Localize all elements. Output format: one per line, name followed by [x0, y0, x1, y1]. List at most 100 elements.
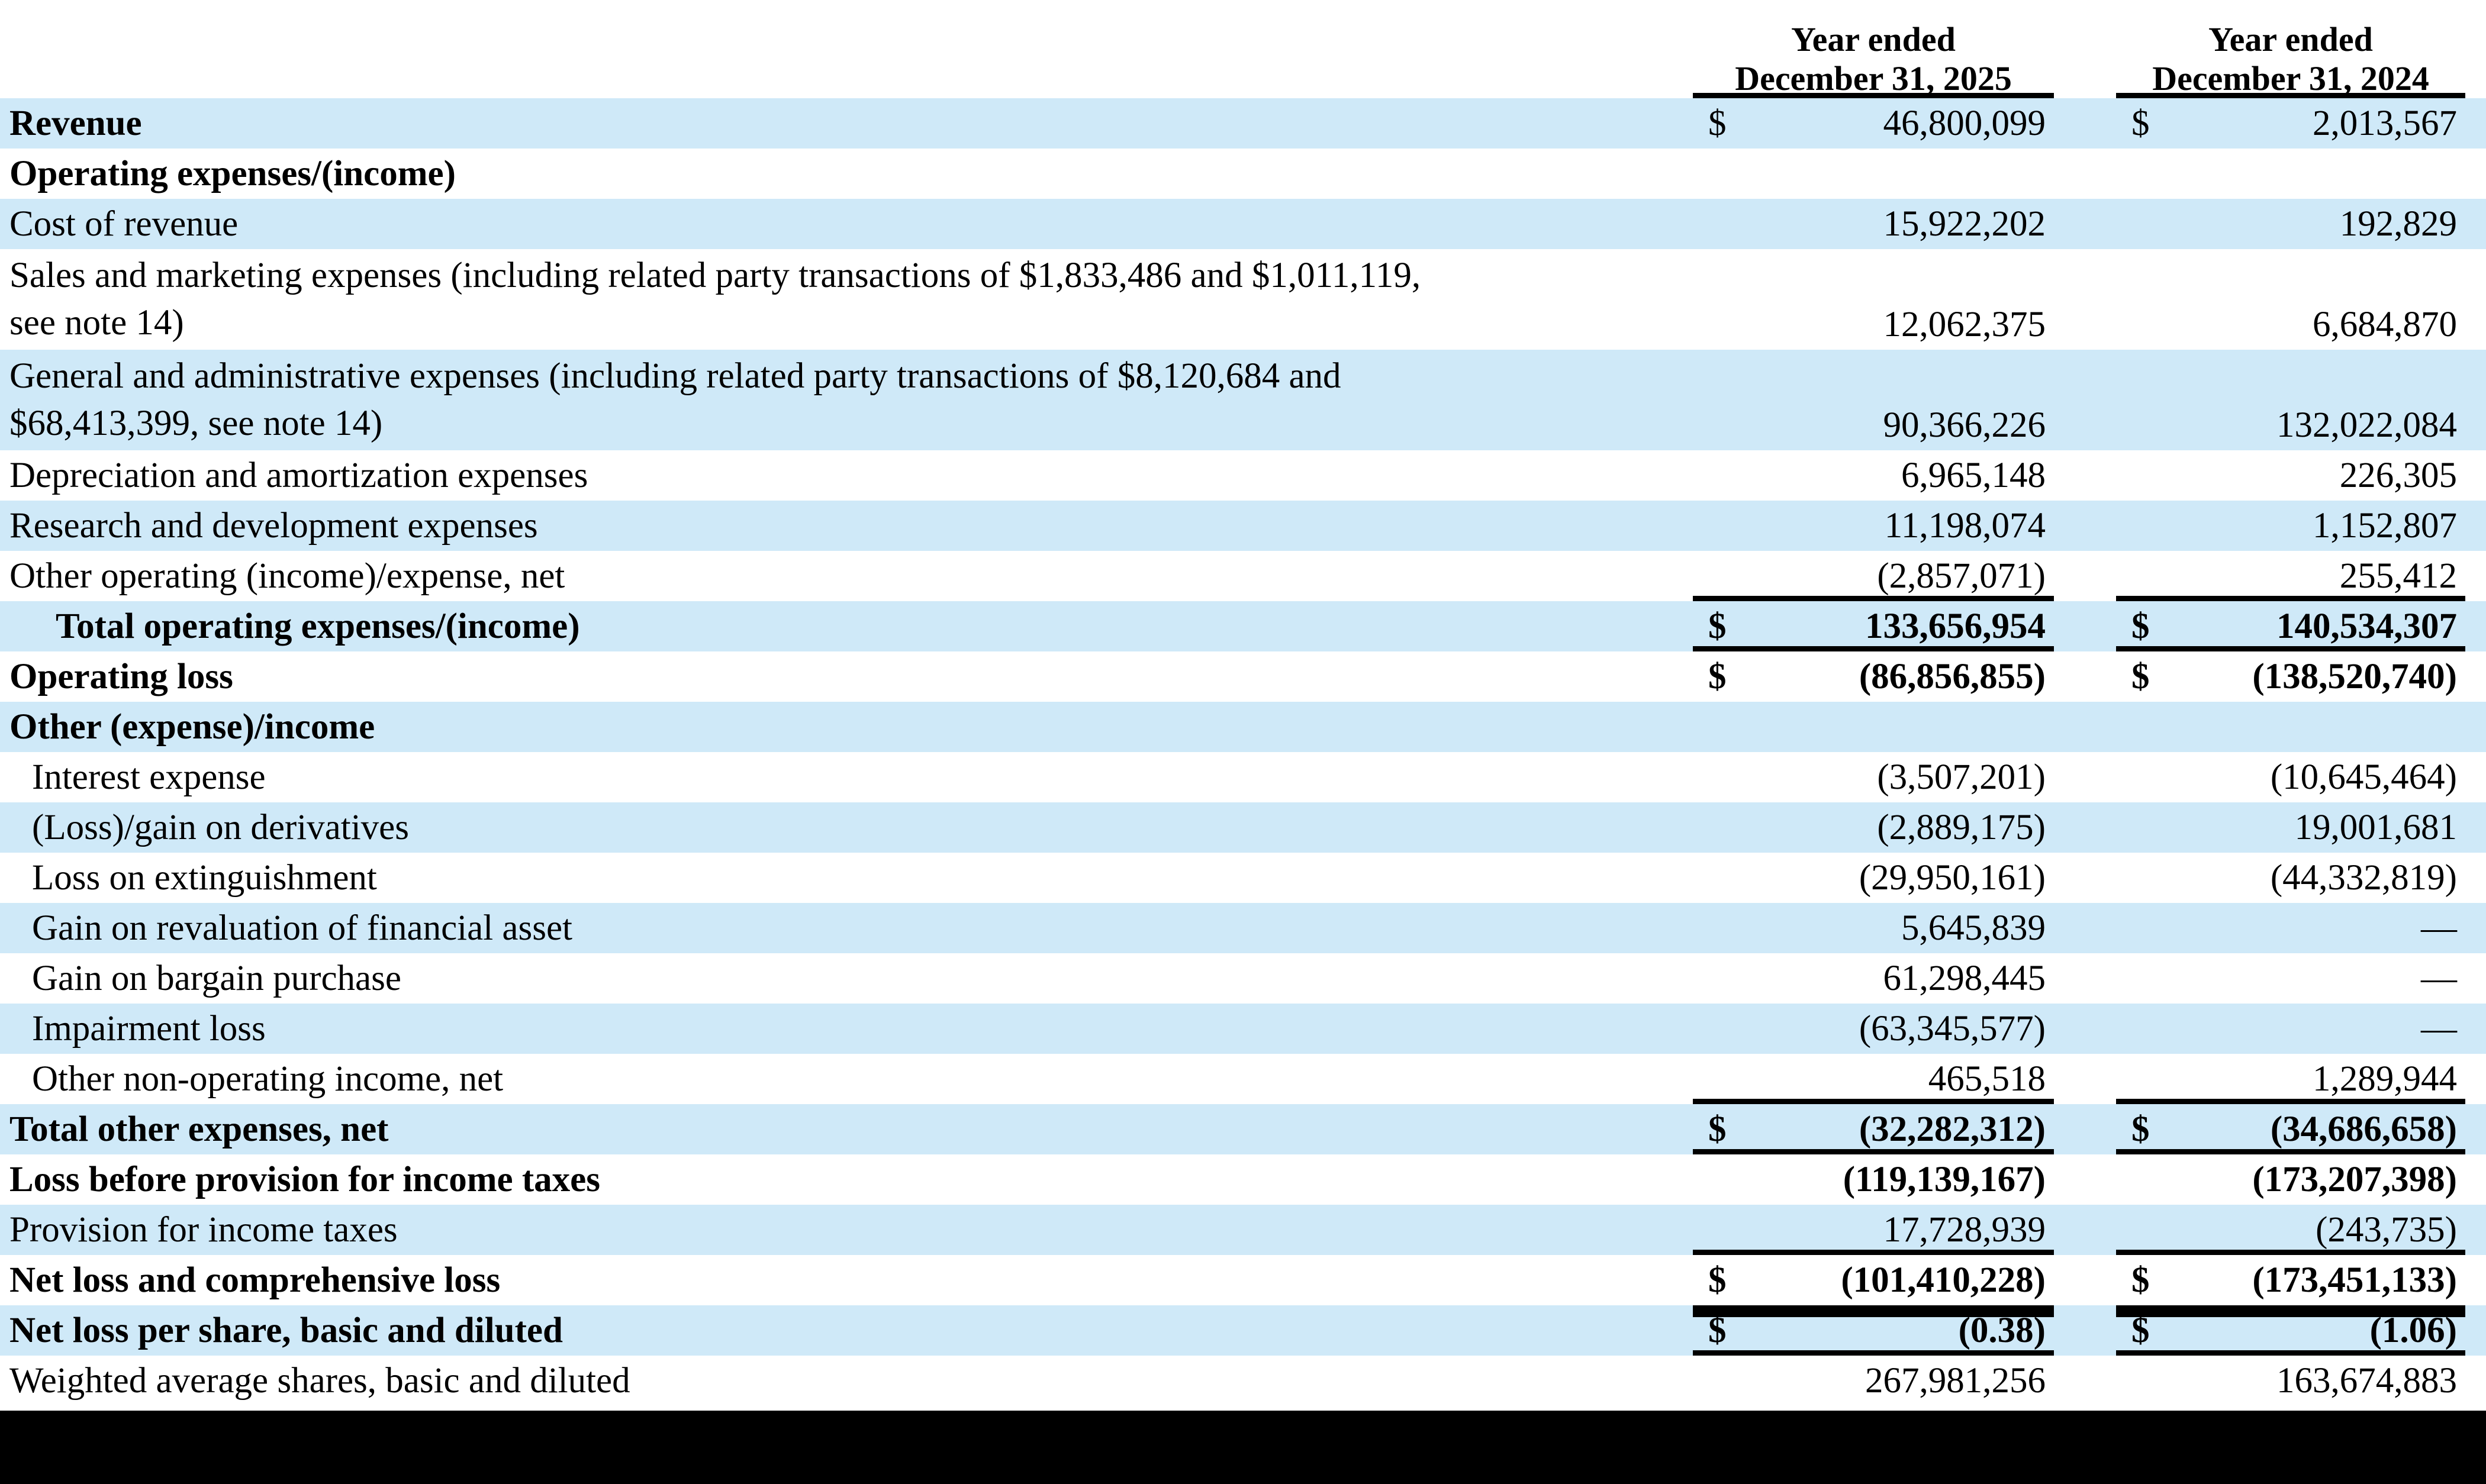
year2-amount-cell: 226,305 — [2116, 450, 2465, 501]
year2-amount-cell: 192,829 — [2116, 199, 2465, 249]
table-row: Other (expense)/income — [0, 702, 2486, 752]
year2-amount-cell: 6,684,870 — [2116, 299, 2465, 350]
row-right-margin — [2465, 350, 2486, 450]
year1-value: 12,062,375 — [1883, 305, 2046, 344]
year1-amount-cell: (119,139,167) — [1693, 1154, 2054, 1205]
row-label: Gain on revaluation of financial asset — [32, 908, 572, 948]
row-right-margin — [2465, 1104, 2486, 1154]
year1-value: (2,857,071) — [1877, 556, 2046, 596]
column-gap — [2054, 953, 2116, 1004]
year1-amount-cell: 12,062,375 — [1693, 299, 2054, 350]
year2-amount-cell: (243,735) — [2116, 1205, 2465, 1255]
year2-amount-cell — [2116, 702, 2465, 752]
year1-value: (3,507,201) — [1877, 757, 2046, 797]
year2-value: (1.06) — [2369, 1311, 2457, 1350]
year2-value: 19,001,681 — [2294, 808, 2458, 847]
table-row: (Loss)/gain on derivatives (2,889,175) 1… — [0, 802, 2486, 853]
year2-amount-cell: $ (173,451,133) — [2116, 1255, 2465, 1317]
column-gap — [2054, 350, 2116, 450]
row-label: Other operating (income)/expense, net — [9, 556, 565, 596]
row-right-margin — [2465, 1205, 2486, 1255]
row-right-margin — [2465, 249, 2486, 350]
row-label: Gain on bargain purchase — [32, 958, 401, 998]
table-row: General and administrative expenses (inc… — [0, 350, 2486, 450]
row-label: Sales and marketing expenses (including … — [9, 256, 1421, 343]
column-gap — [2054, 1356, 2116, 1406]
column-gap — [2054, 1104, 2116, 1154]
row-label: General and administrative expenses (inc… — [9, 356, 1341, 443]
year2-value: (173,207,398) — [2252, 1160, 2457, 1199]
year2-amount-cell: $ (34,686,658) — [2116, 1104, 2465, 1154]
row-right-margin — [2465, 1356, 2486, 1406]
row-right-margin — [2465, 1154, 2486, 1205]
row-label: Operating loss — [9, 656, 233, 696]
row-right-margin — [2465, 149, 2486, 199]
year1-value: 6,965,148 — [1901, 456, 2046, 495]
row-right-margin — [2465, 1255, 2486, 1305]
year2-value: — — [2421, 959, 2457, 998]
row-label: Operating expenses/(income) — [9, 153, 456, 193]
column-header-2024: Year ended December 31, 2024 — [2116, 11, 2465, 98]
year1-amount-cell: (63,345,577) — [1693, 1004, 2054, 1054]
year1-amount-cell: 5,645,839 — [1693, 903, 2054, 953]
column-header-2024-line1: Year ended — [2208, 20, 2373, 59]
year2-amount-cell: 1,289,944 — [2116, 1054, 2465, 1104]
row-right-margin — [2465, 853, 2486, 903]
year2-amount-cell: $ 140,534,307 — [2116, 601, 2465, 651]
column-gap — [2054, 1305, 2116, 1356]
year1-value: 15,922,202 — [1883, 204, 2046, 244]
year2-amount-cell: $ 2,013,567 — [2116, 98, 2465, 149]
row-label: Total operating expenses/(income) — [56, 606, 580, 646]
row-label: (Loss)/gain on derivatives — [32, 807, 409, 847]
row-right-margin — [2465, 802, 2486, 853]
row-label: Other non-operating income, net — [32, 1059, 504, 1099]
table-row: Depreciation and amortization expenses 6… — [0, 450, 2486, 501]
column-gap — [2054, 903, 2116, 953]
year2-value: 192,829 — [2339, 204, 2457, 244]
column-header-2025: Year ended December 31, 2025 — [1693, 11, 2054, 98]
year1-value: (0.38) — [1958, 1311, 2046, 1350]
year2-amount-cell: $ (1.06) — [2116, 1305, 2465, 1356]
year2-amount-cell: $ (138,520,740) — [2116, 651, 2465, 702]
column-header-2025-line2: December 31, 2025 — [1735, 59, 2012, 98]
year2-value: 226,305 — [2339, 456, 2457, 495]
year1-value: (119,139,167) — [1843, 1160, 2046, 1199]
year1-value: (63,345,577) — [1859, 1009, 2046, 1049]
year1-value: (29,950,161) — [1859, 858, 2046, 898]
year2-amount-cell: 132,022,084 — [2116, 400, 2465, 450]
year2-amount-cell: (173,207,398) — [2116, 1154, 2465, 1205]
year2-value: 1,289,944 — [2313, 1059, 2457, 1099]
row-label: Depreciation and amortization expenses — [9, 455, 588, 495]
table-row: Other operating (income)/expense, net (2… — [0, 551, 2486, 601]
year2-amount-cell: — — [2116, 953, 2465, 1004]
bottom-black-bar — [0, 1411, 2486, 1484]
row-label: Provision for income taxes — [9, 1209, 398, 1250]
year1-value: 267,981,256 — [1865, 1361, 2046, 1401]
year2-amount-cell: 19,001,681 — [2116, 802, 2465, 853]
table-row: Operating expenses/(income) — [0, 149, 2486, 199]
row-label: Cost of revenue — [9, 204, 239, 244]
row-label: Total other expenses, net — [9, 1109, 389, 1149]
year1-value: 465,518 — [1928, 1059, 2046, 1099]
table-row: Revenue $ 46,800,099 $ 2,013,567 — [0, 98, 2486, 149]
row-label: Net loss per share, basic and diluted — [9, 1310, 563, 1350]
year2-dollar-sign: $ — [2131, 606, 2150, 646]
year1-value: (2,889,175) — [1877, 808, 2046, 847]
year1-amount-cell: $ (32,282,312) — [1693, 1104, 2054, 1154]
table-row: Gain on revaluation of financial asset 5… — [0, 903, 2486, 953]
year1-value: 61,298,445 — [1883, 959, 2046, 998]
year2-value: (243,735) — [2316, 1210, 2457, 1250]
year2-dollar-sign: $ — [2131, 1109, 2150, 1149]
column-gap — [2054, 501, 2116, 551]
row-label: Loss before provision for income taxes — [9, 1159, 600, 1199]
table-row: Loss before provision for income taxes (… — [0, 1154, 2486, 1205]
year1-value: (101,410,228) — [1841, 1260, 2046, 1300]
year2-value: 163,674,883 — [2276, 1361, 2457, 1401]
row-label: Net loss and comprehensive loss — [9, 1260, 501, 1300]
year1-amount-cell — [1693, 149, 2054, 199]
column-gap — [2054, 1154, 2116, 1205]
year1-value: 5,645,839 — [1901, 908, 2046, 948]
row-label: Loss on extinguishment — [32, 857, 377, 898]
row-right-margin — [2465, 651, 2486, 702]
year1-amount-cell: (2,889,175) — [1693, 802, 2054, 853]
